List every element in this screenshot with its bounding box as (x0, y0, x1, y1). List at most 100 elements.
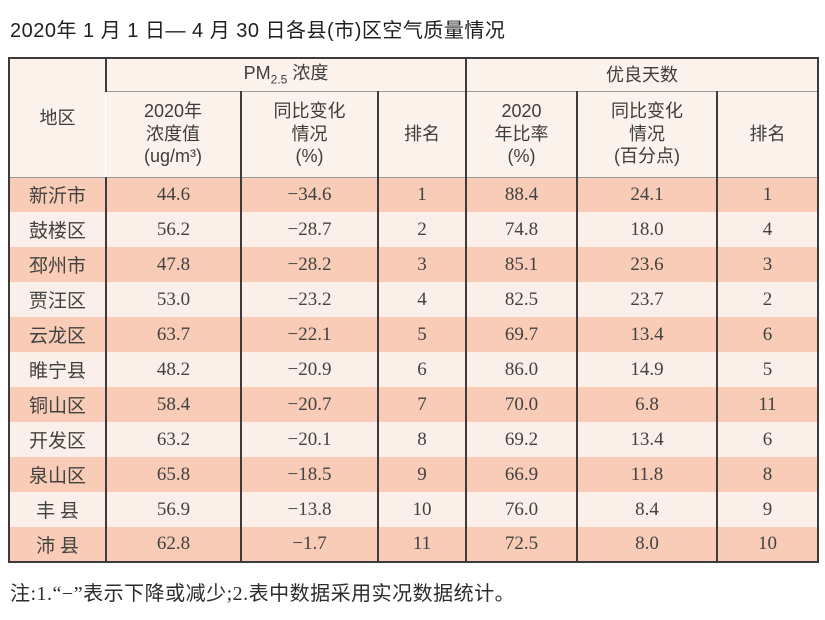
region-cell: 睢宁县 (9, 352, 106, 387)
column-group-good-days: 优良天数 (465, 58, 819, 92)
value-cell: −1.7 (240, 527, 378, 562)
table-row: 沛 县 62.8 −1.7 11 72.5 8.0 10 (9, 527, 819, 562)
value-cell: 82.5 (465, 282, 578, 317)
value-cell: 23.7 (576, 282, 718, 317)
value-cell: −18.5 (240, 457, 378, 492)
air-quality-table: 地区 PM2.5 浓度 优良天数 2020年 浓度值 (ug/m³) 同比变化 … (8, 57, 820, 563)
value-cell: 74.8 (465, 212, 578, 247)
value-cell: 14.9 (576, 352, 718, 387)
value-cell: 8.4 (576, 492, 718, 527)
value-cell: −20.7 (240, 387, 378, 422)
value-cell: 72.5 (465, 527, 578, 562)
value-cell: 11.8 (576, 457, 718, 492)
value-cell: 8.0 (576, 527, 718, 562)
value-cell: −34.6 (240, 177, 378, 212)
value-cell: 56.2 (105, 212, 241, 247)
value-cell: 88.4 (465, 177, 578, 212)
value-cell: 9 (716, 492, 819, 527)
value-cell: 4 (716, 212, 819, 247)
value-cell: 7 (376, 387, 467, 422)
table-row: 鼓楼区 56.2 −28.7 2 74.8 18.0 4 (9, 212, 819, 247)
region-cell: 铜山区 (9, 387, 106, 422)
region-cell: 鼓楼区 (9, 212, 106, 247)
value-cell: −20.1 (240, 422, 378, 457)
value-cell: 8 (716, 457, 819, 492)
table-row: 开发区 63.2 −20.1 8 69.2 13.4 6 (9, 422, 819, 457)
table-row: 睢宁县 48.2 −20.9 6 86.0 14.9 5 (9, 352, 819, 387)
value-cell: 8 (376, 422, 467, 457)
region-cell: 贾汪区 (9, 282, 106, 317)
value-cell: 3 (376, 247, 467, 282)
value-cell: 70.0 (465, 387, 578, 422)
value-cell: 62.8 (105, 527, 241, 562)
column-header-gooddays-rank: 排名 (716, 91, 819, 178)
region-cell: 丰 县 (9, 492, 106, 527)
value-cell: 58.4 (105, 387, 241, 422)
region-cell: 新沂市 (9, 177, 106, 212)
table-row: 丰 县 56.9 −13.8 10 76.0 8.4 9 (9, 492, 819, 527)
value-cell: 18.0 (576, 212, 718, 247)
column-header-region: 地区 (9, 58, 106, 178)
value-cell: 69.7 (465, 317, 578, 352)
value-cell: 6 (716, 317, 819, 352)
value-cell: 53.0 (105, 282, 241, 317)
page-title: 2020年 1 月 1 日— 4 月 30 日各县(市)区空气质量情况 (10, 20, 506, 42)
table-row: 云龙区 63.7 −22.1 5 69.7 13.4 6 (9, 317, 819, 352)
value-cell: 10 (716, 527, 819, 562)
table-row: 邳州市 47.8 −28.2 3 85.1 23.6 3 (9, 247, 819, 282)
region-cell: 沛 县 (9, 527, 106, 562)
value-cell: 13.4 (576, 317, 718, 352)
value-cell: 86.0 (465, 352, 578, 387)
value-cell: 11 (376, 527, 467, 562)
value-cell: −23.2 (240, 282, 378, 317)
region-cell: 开发区 (9, 422, 106, 457)
value-cell: 48.2 (105, 352, 241, 387)
table-row: 铜山区 58.4 −20.7 7 70.0 6.8 11 (9, 387, 819, 422)
value-cell: 5 (376, 317, 467, 352)
value-cell: 63.7 (105, 317, 241, 352)
footnote: 注:1.“−”表示下降或减少;2.表中数据采用实况数据统计。 (10, 583, 516, 605)
value-cell: 13.4 (576, 422, 718, 457)
value-cell: 2 (716, 282, 819, 317)
value-cell: 44.6 (105, 177, 241, 212)
column-header-pm25-rank: 排名 (376, 91, 467, 178)
value-cell: −28.7 (240, 212, 378, 247)
value-cell: 66.9 (465, 457, 578, 492)
value-cell: 9 (376, 457, 467, 492)
value-cell: −28.2 (240, 247, 378, 282)
region-cell: 邳州市 (9, 247, 106, 282)
value-cell: −22.1 (240, 317, 378, 352)
column-group-pm25: PM2.5 浓度 (104, 58, 467, 92)
column-header-gooddays-rate: 2020 年比率 (%) (465, 91, 578, 178)
region-cell: 泉山区 (9, 457, 106, 492)
value-cell: 24.1 (576, 177, 718, 212)
column-header-gooddays-change: 同比变化 情况 (百分点) (576, 91, 718, 178)
pm25-label: PM2.5 浓度 (243, 62, 329, 87)
header-group-row: 地区 PM2.5 浓度 优良天数 (9, 58, 819, 178)
header-sub-row: 2020年 浓度值 (ug/m³) 同比变化 情况 (%) 排名 2020 年比… (9, 91, 819, 178)
value-cell: 2 (376, 212, 467, 247)
column-header-pm25-change: 同比变化 情况 (%) (240, 91, 378, 178)
value-cell: −13.8 (240, 492, 378, 527)
table-row: 泉山区 65.8 −18.5 9 66.9 11.8 8 (9, 457, 819, 492)
value-cell: 76.0 (465, 492, 578, 527)
column-header-pm25-value: 2020年 浓度值 (ug/m³) (106, 91, 241, 178)
region-cell: 云龙区 (9, 317, 106, 352)
value-cell: 65.8 (105, 457, 241, 492)
value-cell: 63.2 (105, 422, 241, 457)
value-cell: 6 (376, 352, 467, 387)
value-cell: 1 (376, 177, 467, 212)
value-cell: 4 (376, 282, 467, 317)
table-row: 贾汪区 53.0 −23.2 4 82.5 23.7 2 (9, 282, 819, 317)
value-cell: 11 (716, 387, 819, 422)
value-cell: 69.2 (465, 422, 578, 457)
value-cell: 56.9 (105, 492, 241, 527)
value-cell: 47.8 (105, 247, 241, 282)
value-cell: −20.9 (240, 352, 378, 387)
value-cell: 6.8 (576, 387, 718, 422)
value-cell: 5 (716, 352, 819, 387)
table-body: 新沂市 44.6 −34.6 1 88.4 24.1 1 鼓楼区 56.2 −28.7 2 74.8 1… (9, 177, 819, 562)
value-cell: 3 (716, 247, 819, 282)
value-cell: 1 (716, 177, 819, 212)
